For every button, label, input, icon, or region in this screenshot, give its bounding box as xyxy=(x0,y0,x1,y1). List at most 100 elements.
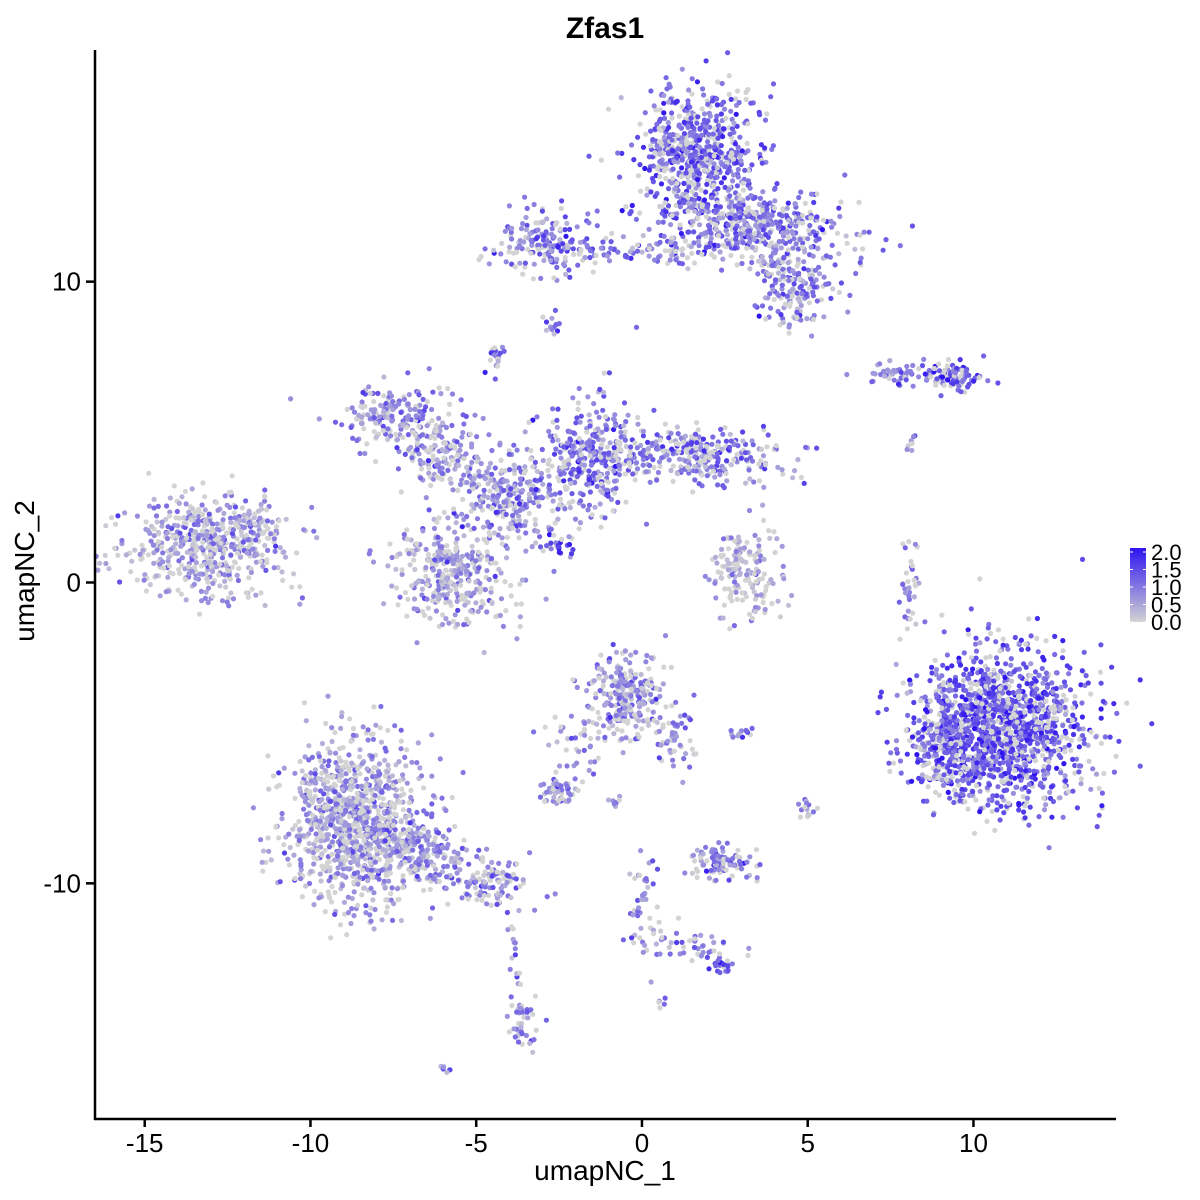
cell-point-cluster-1 xyxy=(669,235,675,241)
cell-point-cluster-1 xyxy=(749,259,755,266)
cell-point-cluster-1 xyxy=(673,215,679,221)
cell-point-cluster-16 xyxy=(732,561,738,567)
cell-point-cluster-8 xyxy=(446,411,452,417)
cell-point-cluster-2 xyxy=(808,244,814,250)
cell-point-cluster-21 xyxy=(1088,691,1094,697)
cell-point-cluster-21 xyxy=(1045,719,1052,725)
cell-point-cluster-10 xyxy=(397,551,403,557)
cell-point-cluster-21 xyxy=(1096,812,1102,818)
cell-point-cluster-0 xyxy=(722,164,729,170)
cell-point-cluster-12 xyxy=(545,461,551,467)
cell-point-cluster-3 xyxy=(566,267,572,273)
cell-point-cluster-21 xyxy=(1000,642,1006,648)
cell-point-cluster-3 xyxy=(522,194,528,200)
cell-point-cluster-0 xyxy=(689,91,695,97)
cell-point-cluster-12 xyxy=(570,443,576,449)
cell-point-cluster-10 xyxy=(414,541,420,547)
cell-point-cluster-11 xyxy=(503,511,509,517)
cell-point-cluster-10 xyxy=(411,557,417,563)
cell-point-cluster-6 xyxy=(232,560,238,566)
cell-point-cluster-4 xyxy=(711,216,717,222)
cell-point-cluster-3 xyxy=(522,260,529,266)
cell-point-cluster-12 xyxy=(511,442,517,448)
cell-point-cluster-0 xyxy=(704,177,711,183)
cell-point-cluster-21 xyxy=(1037,701,1043,707)
cell-point-cluster-10 xyxy=(433,562,439,568)
cell-point-cluster-13 xyxy=(678,435,684,441)
cell-point-cluster-6 xyxy=(140,547,146,553)
cell-point-cluster-1 xyxy=(842,172,848,178)
cell-point-cluster-21 xyxy=(942,693,948,699)
cell-point-cluster-12 xyxy=(553,446,559,452)
cell-point-cluster-6 xyxy=(246,575,252,581)
cell-point-cluster-12 xyxy=(613,485,619,491)
cell-point-cluster-0 xyxy=(674,193,680,199)
cell-point-cluster-4 xyxy=(651,257,658,263)
cell-point-cluster-1 xyxy=(726,204,732,210)
cell-point-cluster-11 xyxy=(514,495,520,501)
cell-point-cluster-13 xyxy=(710,468,717,474)
cell-point-cluster-0 xyxy=(734,123,740,129)
cell-point-cluster-11 xyxy=(501,499,507,505)
cell-point-cluster-1 xyxy=(751,236,757,242)
cell-point-cluster-13 xyxy=(676,449,682,455)
cell-point-cluster-12 xyxy=(598,481,604,487)
cell-point-cluster-2 xyxy=(790,286,796,292)
cell-point-cluster-8 xyxy=(405,370,411,376)
cell-point-cluster-0 xyxy=(619,150,625,156)
cell-point-cluster-7 xyxy=(252,511,258,517)
cell-point-cluster-0 xyxy=(663,75,669,81)
cell-point-cluster-21 xyxy=(1027,804,1033,810)
cell-point-cluster-6 xyxy=(214,521,220,527)
cell-point-cluster-2 xyxy=(838,280,845,286)
cell-point-cluster-10 xyxy=(411,551,417,557)
cell-point-cluster-9 xyxy=(474,454,480,460)
cell-point-cluster-6 xyxy=(189,568,196,574)
cell-point-cluster-11 xyxy=(464,479,470,486)
cell-point-cluster-11 xyxy=(528,487,535,493)
cell-point-cluster-0 xyxy=(705,101,711,107)
cell-point-cluster-11 xyxy=(477,473,483,479)
cell-point-cluster-6 xyxy=(262,487,268,493)
cell-point-cluster-9 xyxy=(434,457,440,463)
cell-point-cluster-10 xyxy=(458,570,464,576)
cell-point-cluster-0 xyxy=(725,50,731,56)
cell-point-cluster-0 xyxy=(733,96,739,102)
cell-point-cluster-6 xyxy=(185,563,192,570)
cell-point-cluster-7 xyxy=(253,537,259,543)
cell-point-cluster-3 xyxy=(523,227,530,233)
cell-point-cluster-21 xyxy=(878,689,885,695)
cell-point-cluster-10 xyxy=(414,606,420,612)
cell-point-cluster-10 xyxy=(431,541,437,547)
cell-point-cluster-12 xyxy=(516,465,522,471)
cell-point-cluster-16 xyxy=(735,534,742,540)
cell-point-cluster-0 xyxy=(721,126,727,132)
cell-point-cluster-12 xyxy=(561,478,567,484)
cell-point-cluster-0 xyxy=(715,186,721,192)
cell-point-cluster-18 xyxy=(981,353,987,359)
cell-point-cluster-12 xyxy=(605,493,611,499)
cell-point-cluster-0 xyxy=(652,150,658,156)
cell-point-cluster-11 xyxy=(494,494,500,500)
cell-point-cluster-13 xyxy=(694,420,700,426)
cell-point-cluster-18 xyxy=(945,356,952,363)
cell-point-cluster-10 xyxy=(412,566,418,573)
cell-point-cluster-1 xyxy=(784,205,790,211)
cell-point-cluster-11 xyxy=(546,473,552,479)
cell-point-cluster-0 xyxy=(692,148,698,155)
cell-point-cluster-1 xyxy=(751,211,757,217)
cell-point-cluster-13 xyxy=(698,459,704,465)
cell-point-cluster-6 xyxy=(192,564,198,570)
cell-point-cluster-10 xyxy=(424,582,430,588)
cell-point-cluster-7 xyxy=(248,529,254,535)
cell-point-cluster-0 xyxy=(685,229,691,235)
cell-point-cluster-4 xyxy=(634,242,641,248)
cell-point-cluster-13 xyxy=(728,462,735,468)
cell-point-cluster-1 xyxy=(704,204,711,210)
cell-point-cluster-21 xyxy=(1076,744,1082,750)
cell-point-cluster-2 xyxy=(808,276,814,282)
cell-point-cluster-0 xyxy=(646,226,652,232)
cell-point-cluster-13 xyxy=(702,457,708,464)
cell-point-cluster-6 xyxy=(218,540,224,546)
cell-point-cluster-13 xyxy=(669,446,675,452)
